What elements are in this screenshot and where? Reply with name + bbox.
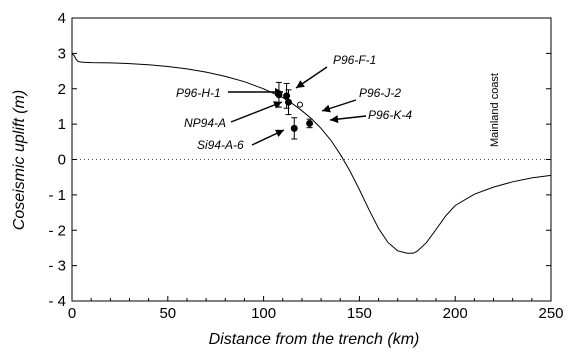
x-tick-label: 100	[251, 305, 276, 322]
label-p96-h-1: P96-H-1	[176, 86, 221, 100]
arrow-head	[296, 80, 305, 88]
arrow-head	[273, 101, 282, 109]
y-tick-label: - 1	[48, 187, 66, 204]
plot-frame	[71, 17, 552, 302]
y-tick-label: - 3	[48, 258, 66, 275]
x-tick-label: 0	[68, 305, 76, 322]
arrow-head	[322, 104, 331, 113]
arrow-head	[330, 115, 339, 124]
x-tick-label: 150	[347, 305, 372, 322]
arrow-head	[275, 129, 284, 138]
x-tick-label: 250	[538, 305, 563, 322]
x-tick-label: 50	[159, 305, 176, 322]
y-tick-label: 4	[58, 10, 66, 27]
observation-point	[285, 98, 293, 106]
observation-point	[297, 101, 304, 108]
observation-point	[290, 124, 298, 132]
mainland-coast-label: Mainland coast	[489, 73, 501, 147]
x-tick-label: 200	[443, 305, 468, 322]
arrow-head	[275, 88, 283, 96]
y-tick-label: 1	[58, 116, 66, 133]
y-tick-label: - 2	[48, 222, 66, 239]
y-tick-label: 0	[58, 152, 66, 169]
label-p96-k-4: P96-K-4	[368, 108, 412, 122]
annotation-arrows	[228, 66, 367, 146]
x-axis-title: Distance from the trench (km)	[209, 331, 420, 348]
x-tick-labels: 0 50 100 150 200 250	[68, 305, 564, 322]
model-curve	[71, 53, 552, 254]
y-tick-label: 2	[58, 81, 66, 98]
y-tick-label: 3	[58, 45, 66, 62]
label-si94-a-6: Si94-A-6	[197, 138, 244, 152]
y-tick-labels: 4 3 2 1 0 - 1 - 2 - 3 - 4	[48, 10, 66, 310]
label-np94-a: NP94-A	[184, 116, 226, 130]
observation-point	[306, 119, 314, 127]
y-axis-title: Coseismic uplift (m)	[11, 90, 28, 230]
ticks	[71, 17, 552, 302]
y-tick-label: - 4	[48, 293, 66, 310]
label-p96-j-2: P96-J-2	[359, 86, 401, 100]
annotation-arrow	[230, 101, 283, 123]
label-p96-f-1: P96-F-1	[333, 53, 376, 67]
